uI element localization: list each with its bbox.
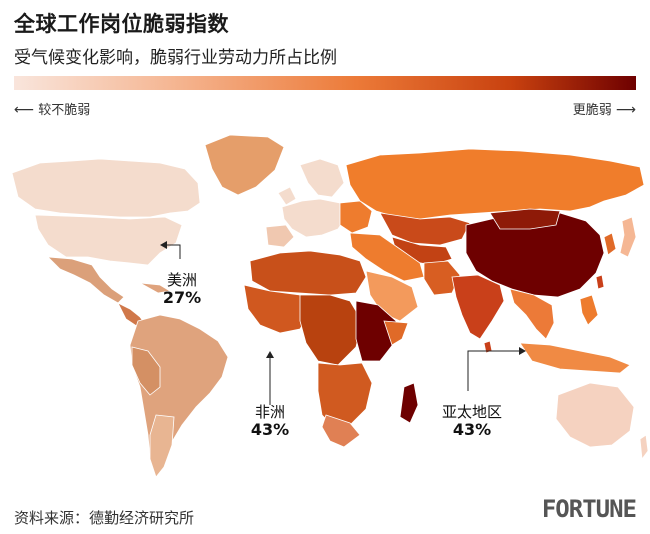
taiwan [595, 274, 605, 290]
south-africa [321, 414, 361, 448]
legend-gradient-bar [14, 76, 636, 90]
southeast-asia-mainland [509, 288, 555, 340]
legend-low-label: 较不脆弱 [38, 103, 91, 118]
legend-low: ⟵ 较不脆弱 [14, 99, 90, 118]
madagascar [399, 382, 419, 424]
callout-line-asia [467, 350, 520, 391]
world-map [11, 134, 649, 478]
japan [619, 216, 637, 258]
india [451, 274, 505, 340]
region-value-asia-pacific: 43% [452, 420, 492, 440]
argentina-south [149, 414, 175, 478]
callout-africa: 非洲 43% [246, 403, 294, 440]
kazakhstan [379, 212, 471, 246]
callout-arrowheads [160, 241, 526, 358]
usa [34, 214, 183, 266]
region-name-africa: 非洲 [254, 403, 285, 421]
horn-of-africa [383, 320, 409, 346]
fortune-logo: FORTUNE [541, 495, 637, 523]
east-africa [355, 300, 397, 362]
scandinavia [299, 158, 345, 198]
chart-title: 全球工作岗位脆弱指数 [14, 12, 229, 36]
callout-asia-pacific: 亚太地区 43% [430, 403, 514, 440]
callout-lines [164, 244, 520, 405]
region-name-americas: 美洲 [166, 271, 197, 289]
new-zealand [639, 434, 649, 461]
russia [345, 148, 645, 220]
arrow-right-icon: ⟶ [615, 102, 636, 118]
turkey-iran [349, 232, 425, 282]
callout-americas: 美洲 27% [160, 271, 204, 308]
legend-high: 更脆弱 ⟶ [573, 99, 636, 118]
mongolia [489, 208, 561, 230]
mexico [46, 256, 125, 304]
arrowhead-africa [266, 351, 274, 358]
callout-line-americas [164, 244, 181, 259]
peru-bolivia [131, 346, 161, 396]
australia [555, 382, 635, 448]
north-africa [249, 250, 367, 296]
philippines [579, 294, 599, 326]
korea-japan [603, 232, 617, 256]
greenland [204, 134, 285, 196]
region-value-africa: 43% [250, 420, 290, 440]
arrow-left-icon: ⟵ [14, 102, 35, 118]
arrowhead-americas [160, 241, 167, 249]
southern-africa [317, 362, 373, 428]
afghan-pakistan [423, 260, 461, 296]
north-america-north [11, 158, 201, 218]
region-name-asia-pacific: 亚太地区 [441, 403, 502, 421]
arrowhead-asia [519, 347, 526, 355]
central-africa [299, 294, 363, 366]
western-europe [281, 198, 347, 238]
region-value-americas: 27% [162, 288, 202, 308]
caribbean [139, 282, 172, 294]
chart-subtitle: 受气候变化影响，脆弱行业劳动力所占比例 [14, 48, 337, 68]
source-note: 资料来源：德勤经济研究所 [14, 509, 195, 527]
iberia [265, 224, 295, 248]
west-africa [243, 284, 311, 334]
malaysia-indonesia [519, 342, 631, 374]
uk [277, 186, 297, 206]
south-america [129, 314, 229, 478]
legend-high-label: 更脆弱 [572, 103, 612, 118]
